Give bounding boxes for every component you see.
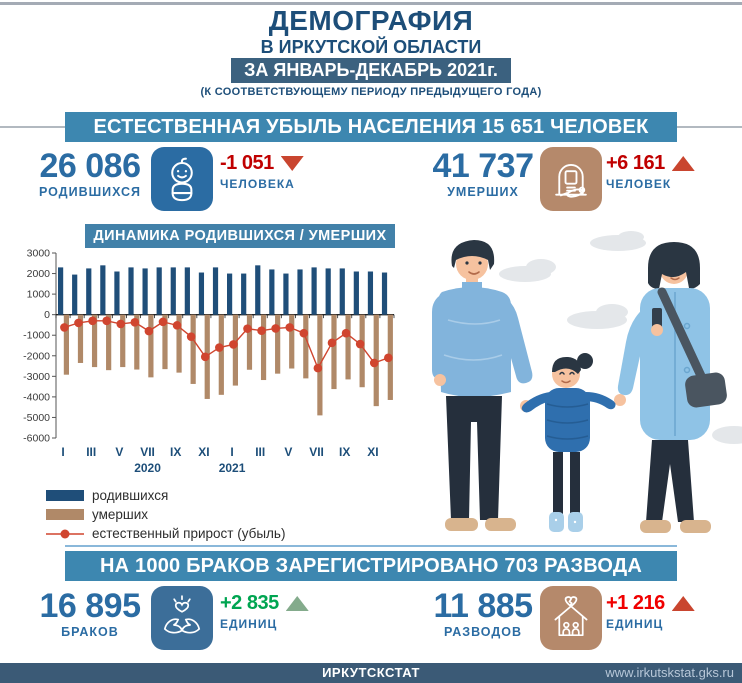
legend-item-natural-increase: естественный прирост (убыль): [46, 524, 285, 543]
line-marker-swatch: [46, 529, 84, 538]
page-subtitle: В ИРКУТСКОЙ ОБЛАСТИ: [260, 37, 482, 57]
births-delta-value: -1 051: [220, 152, 274, 174]
arrow-up-icon: [671, 156, 695, 171]
svg-text:2000: 2000: [27, 268, 51, 280]
clouds: [499, 231, 742, 444]
svg-text:III: III: [86, 445, 96, 459]
marriages-delta-unit: ЕДИНИЦ: [220, 617, 278, 631]
legend-births-label: родившихся: [92, 488, 169, 503]
marriages-divorces-banner: НА 1000 БРАКОВ ЗАРЕГИСТРИРОВАНО 703 РАЗВ…: [65, 551, 677, 581]
deaths-delta-unit: ЧЕЛОВЕК: [606, 177, 672, 191]
top-divider: [0, 2, 742, 5]
mother-figure: [617, 242, 727, 533]
marriages-label: БРАКОВ: [61, 625, 119, 639]
divorces-value: 11 885 РАЗВОДОВ: [418, 588, 548, 640]
births-delta-unit: ЧЕЛОВЕКА: [220, 177, 295, 191]
svg-text:2021: 2021: [219, 461, 246, 475]
divorces-number: 11 885: [433, 587, 533, 625]
deaths-label: УМЕРШИХ: [447, 185, 519, 199]
svg-text:-6000: -6000: [23, 433, 50, 445]
child-figure: [520, 353, 626, 532]
svg-text:1000: 1000: [27, 289, 51, 301]
svg-text:IX: IX: [339, 445, 350, 459]
arrow-down-icon: [280, 156, 304, 171]
svg-text:VII: VII: [140, 445, 155, 459]
marriages-delta: +2 835 ЕДИНИЦ: [220, 592, 340, 631]
organization-name: ИРКУТСКСТАТ: [322, 665, 420, 680]
svg-text:3000: 3000: [27, 248, 51, 260]
period-band: ЗА ЯНВАРЬ-ДЕКАБРЬ 2021г.: [231, 58, 511, 83]
svg-text:-5000: -5000: [23, 412, 50, 424]
chart-legend: родившихся умерших естественный прирост …: [46, 486, 285, 543]
broken-home-icon: [540, 586, 602, 650]
chart-title: ДИНАМИКА РОДИВШИХСЯ / УМЕРШИХ: [85, 224, 395, 248]
deaths-swatch: [46, 509, 84, 520]
svg-text:0: 0: [44, 309, 50, 321]
svg-text:-3000: -3000: [23, 371, 50, 383]
website-link[interactable]: www.irkutskstat.gks.ru: [605, 665, 734, 680]
father-figure: [432, 240, 533, 531]
svg-text:I: I: [230, 445, 233, 459]
arrow-up-icon: [285, 596, 309, 611]
deaths-delta-value: +6 161: [606, 152, 665, 174]
page-title: ДЕМОГРАФИЯ: [268, 5, 474, 36]
svg-text:V: V: [284, 445, 292, 459]
family-illustration: [432, 231, 742, 533]
svg-text:-2000: -2000: [23, 350, 50, 362]
banner-right-line: [677, 126, 742, 128]
divorces-delta-value: +1 216: [606, 592, 665, 614]
svg-text:III: III: [255, 445, 265, 459]
doves-heart-icon: [151, 586, 213, 650]
marriages-delta-value: +2 835: [220, 592, 279, 614]
svg-text:XI: XI: [198, 445, 209, 459]
marriages-number: 16 895: [39, 587, 142, 625]
legend-item-births: родившихся: [46, 486, 285, 505]
natural-decline-banner: ЕСТЕСТВЕННАЯ УБЫЛЬ НАСЕЛЕНИЯ 15 651 ЧЕЛО…: [65, 112, 677, 142]
svg-text:-4000: -4000: [23, 391, 50, 403]
svg-text:V: V: [115, 445, 123, 459]
legend-item-deaths: умерших: [46, 505, 285, 524]
marriages-value: 16 895 БРАКОВ: [25, 588, 155, 640]
births-delta: -1 051 ЧЕЛОВЕКА: [220, 152, 340, 191]
svg-text:XI: XI: [367, 445, 378, 459]
arrow-up-icon: [671, 596, 695, 611]
births-label: РОДИВШИХСЯ: [38, 185, 142, 199]
deaths-delta: +6 161 ЧЕЛОВЕК: [606, 152, 726, 191]
divorces-label: РАЗВОДОВ: [443, 625, 523, 639]
svg-text:I: I: [61, 445, 64, 459]
deaths-value: 41 737 УМЕРШИХ: [418, 148, 548, 200]
comparison-note: (К СООТВЕТСТВУЮЩЕМУ ПЕРИОДУ ПРЕДЫДУЩЕГО …: [200, 86, 542, 98]
legend-deaths-label: умерших: [92, 507, 149, 522]
births-deaths-chart: -6000 -5000 -4000 -3000 -2000 -1000 0 1000 2000 3…: [23, 248, 395, 475]
svg-text:-1000: -1000: [23, 330, 50, 342]
deaths-number: 41 737: [432, 147, 535, 185]
footer-bar: ИРКУТСКСТАТ www.irkutskstat.gks.ru: [0, 663, 742, 683]
births-swatch: [46, 490, 84, 501]
legend-increase-label: естественный прирост (убыль): [92, 526, 286, 541]
baby-icon: [151, 147, 213, 211]
svg-text:VII: VII: [309, 445, 324, 459]
divorces-delta-unit: ЕДИНИЦ: [606, 617, 664, 631]
tombstone-icon: [540, 147, 602, 211]
births-number: 26 086: [39, 147, 142, 185]
births-value: 26 086 РОДИВШИХСЯ: [25, 148, 155, 200]
svg-text:2020: 2020: [134, 461, 161, 475]
divorces-delta: +1 216 ЕДИНИЦ: [606, 592, 726, 631]
legend-underline: [65, 545, 677, 547]
banner-left-line: [0, 126, 65, 128]
svg-text:IX: IX: [170, 445, 181, 459]
